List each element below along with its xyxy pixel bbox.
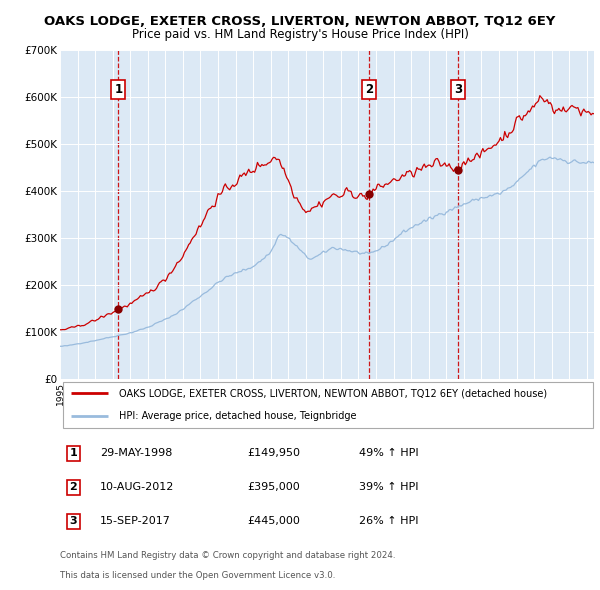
Text: 1: 1 — [115, 83, 122, 96]
Text: 2: 2 — [70, 483, 77, 492]
Text: £149,950: £149,950 — [247, 448, 300, 458]
Text: 3: 3 — [70, 516, 77, 526]
Text: £395,000: £395,000 — [247, 483, 299, 492]
Text: 49% ↑ HPI: 49% ↑ HPI — [359, 448, 419, 458]
Text: 26% ↑ HPI: 26% ↑ HPI — [359, 516, 419, 526]
Text: OAKS LODGE, EXETER CROSS, LIVERTON, NEWTON ABBOT, TQ12 6EY (detached house): OAKS LODGE, EXETER CROSS, LIVERTON, NEWT… — [119, 388, 547, 398]
Text: 29-MAY-1998: 29-MAY-1998 — [100, 448, 172, 458]
Text: 2: 2 — [365, 83, 373, 96]
Text: 10-AUG-2012: 10-AUG-2012 — [100, 483, 175, 492]
Text: This data is licensed under the Open Government Licence v3.0.: This data is licensed under the Open Gov… — [60, 571, 335, 581]
Text: HPI: Average price, detached house, Teignbridge: HPI: Average price, detached house, Teig… — [119, 411, 356, 421]
Text: 39% ↑ HPI: 39% ↑ HPI — [359, 483, 419, 492]
Text: 1: 1 — [70, 448, 77, 458]
Text: Price paid vs. HM Land Registry's House Price Index (HPI): Price paid vs. HM Land Registry's House … — [131, 28, 469, 41]
Text: OAKS LODGE, EXETER CROSS, LIVERTON, NEWTON ABBOT, TQ12 6EY: OAKS LODGE, EXETER CROSS, LIVERTON, NEWT… — [44, 15, 556, 28]
Text: £445,000: £445,000 — [247, 516, 300, 526]
Text: 3: 3 — [454, 83, 462, 96]
Text: 15-SEP-2017: 15-SEP-2017 — [100, 516, 171, 526]
Text: Contains HM Land Registry data © Crown copyright and database right 2024.: Contains HM Land Registry data © Crown c… — [60, 551, 395, 560]
